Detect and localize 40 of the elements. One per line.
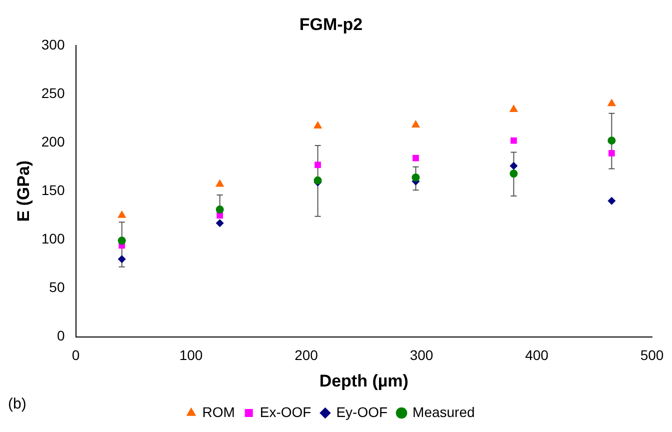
legend-label: ROM	[202, 404, 235, 420]
point	[510, 137, 517, 144]
chart-title: FGM-p2	[299, 14, 363, 34]
x-axis-title: Depth (µm)	[319, 371, 408, 390]
point	[608, 150, 615, 156]
y-tick-label: 150	[41, 182, 65, 198]
y-tick-label: 250	[41, 84, 65, 101]
y-tick-label: 200	[41, 133, 65, 150]
point	[216, 219, 224, 228]
y-axis-title: E (GPa)	[14, 160, 33, 222]
y-tick-label: 300	[41, 36, 65, 52]
x-tick-label: 0	[72, 347, 80, 364]
point	[412, 174, 420, 182]
point	[510, 162, 518, 170]
point	[608, 196, 616, 205]
x-tick-label: 400	[525, 347, 549, 364]
point	[118, 236, 126, 245]
point	[411, 120, 420, 128]
point	[607, 98, 616, 106]
point	[118, 255, 126, 264]
point	[608, 136, 616, 145]
y-tick-label: 0	[56, 328, 65, 344]
x-tick-label: 100	[179, 347, 203, 364]
point	[314, 162, 321, 168]
x-tick-label: 200	[294, 347, 318, 364]
y-tick-label: 100	[41, 230, 65, 247]
point	[215, 179, 224, 187]
x-tick-label: 500	[640, 347, 664, 364]
point	[412, 154, 419, 162]
point	[216, 206, 224, 214]
x-tick-label: 300	[410, 347, 434, 364]
text: (b)	[8, 396, 26, 413]
point	[510, 170, 518, 178]
point	[509, 104, 518, 112]
y-tick-label: 50	[49, 279, 65, 296]
legend-label: Ex-OOF	[260, 404, 312, 420]
legend-label: Measured	[412, 404, 475, 420]
point	[313, 121, 322, 129]
point	[118, 210, 126, 218]
legend-label: Ey-OOF	[336, 404, 388, 420]
